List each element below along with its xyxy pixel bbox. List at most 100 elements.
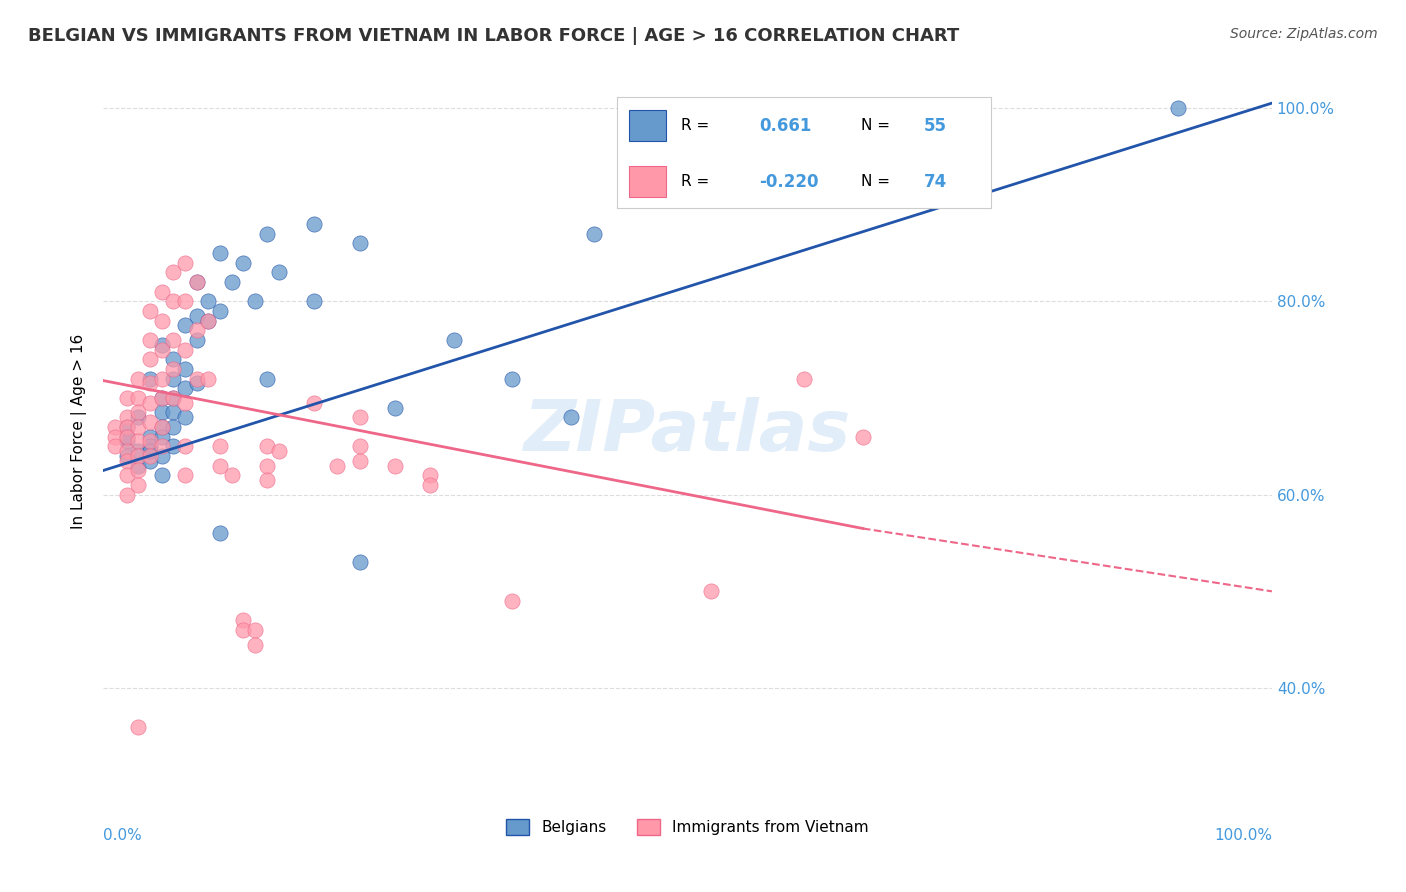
Legend: Belgians, Immigrants from Vietnam: Belgians, Immigrants from Vietnam <box>501 813 875 841</box>
Point <box>174 255 197 269</box>
Point <box>162 391 184 405</box>
Point <box>232 255 254 269</box>
Text: BELGIAN VS IMMIGRANTS FROM VIETNAM IN LABOR FORCE | AGE > 16 CORRELATION CHART: BELGIAN VS IMMIGRANTS FROM VIETNAM IN LA… <box>28 27 959 45</box>
Point <box>127 463 149 477</box>
Point <box>150 430 173 444</box>
Point <box>221 468 243 483</box>
Point <box>139 449 162 463</box>
Point <box>186 333 208 347</box>
Point <box>209 304 232 318</box>
Point <box>174 294 197 309</box>
Point <box>150 371 173 385</box>
Point <box>139 415 162 429</box>
Text: ZIPatlas: ZIPatlas <box>524 397 851 467</box>
Point <box>162 333 184 347</box>
Point <box>209 458 232 473</box>
Point <box>501 594 523 608</box>
Point <box>115 434 138 449</box>
Point <box>127 420 149 434</box>
Point <box>104 430 127 444</box>
Point <box>267 444 290 458</box>
Point <box>104 439 127 453</box>
Point <box>302 294 325 309</box>
Point <box>302 396 325 410</box>
Point <box>115 468 138 483</box>
Point <box>127 410 149 425</box>
Point <box>256 439 278 453</box>
Point <box>583 227 606 241</box>
Point <box>186 309 208 323</box>
Point <box>174 318 197 333</box>
Text: 0.0%: 0.0% <box>103 828 142 843</box>
Point <box>349 236 371 251</box>
Point <box>150 439 173 453</box>
Point <box>115 444 138 458</box>
Point <box>162 352 184 367</box>
Point <box>186 323 208 337</box>
Point <box>232 613 254 627</box>
Text: Source: ZipAtlas.com: Source: ZipAtlas.com <box>1230 27 1378 41</box>
Point <box>443 333 465 347</box>
Point <box>1167 101 1189 115</box>
Point <box>162 371 184 385</box>
Point <box>115 420 138 434</box>
Point <box>243 294 266 309</box>
Point <box>150 338 173 352</box>
Point <box>150 420 173 434</box>
Point <box>115 430 138 444</box>
Point <box>174 410 197 425</box>
Point <box>150 468 173 483</box>
Point <box>104 420 127 434</box>
Y-axis label: In Labor Force | Age > 16: In Labor Force | Age > 16 <box>72 334 87 530</box>
Point <box>139 454 162 468</box>
Point <box>127 478 149 492</box>
Point <box>115 430 138 444</box>
Point <box>150 313 173 327</box>
Point <box>419 468 441 483</box>
Point <box>186 275 208 289</box>
Point <box>256 473 278 487</box>
Point <box>127 391 149 405</box>
Point <box>127 434 149 449</box>
Point <box>139 439 162 453</box>
Point <box>162 420 184 434</box>
Point <box>652 178 675 193</box>
Point <box>197 313 219 327</box>
Point <box>174 396 197 410</box>
Point <box>256 371 278 385</box>
Point <box>127 371 149 385</box>
Point <box>127 449 149 463</box>
Point <box>162 362 184 376</box>
Point <box>174 381 197 395</box>
Point <box>256 458 278 473</box>
Point <box>197 294 219 309</box>
Point <box>127 444 149 458</box>
Point <box>127 720 149 734</box>
Point <box>150 391 173 405</box>
Point <box>221 275 243 289</box>
Point <box>115 488 138 502</box>
Point <box>186 275 208 289</box>
Point <box>384 458 406 473</box>
Point <box>209 246 232 260</box>
Point <box>560 410 582 425</box>
Point <box>115 454 138 468</box>
Text: 100.0%: 100.0% <box>1213 828 1272 843</box>
Point <box>139 371 162 385</box>
Point <box>256 227 278 241</box>
Point <box>162 265 184 279</box>
Point <box>174 343 197 357</box>
Point <box>326 458 349 473</box>
Point <box>139 333 162 347</box>
Point <box>150 285 173 299</box>
Point <box>162 294 184 309</box>
Point <box>127 458 149 473</box>
Point <box>267 265 290 279</box>
Point <box>115 410 138 425</box>
Point <box>115 449 138 463</box>
Point <box>186 371 208 385</box>
Point <box>139 434 162 449</box>
Point <box>139 352 162 367</box>
Point <box>127 405 149 419</box>
Point <box>139 430 162 444</box>
